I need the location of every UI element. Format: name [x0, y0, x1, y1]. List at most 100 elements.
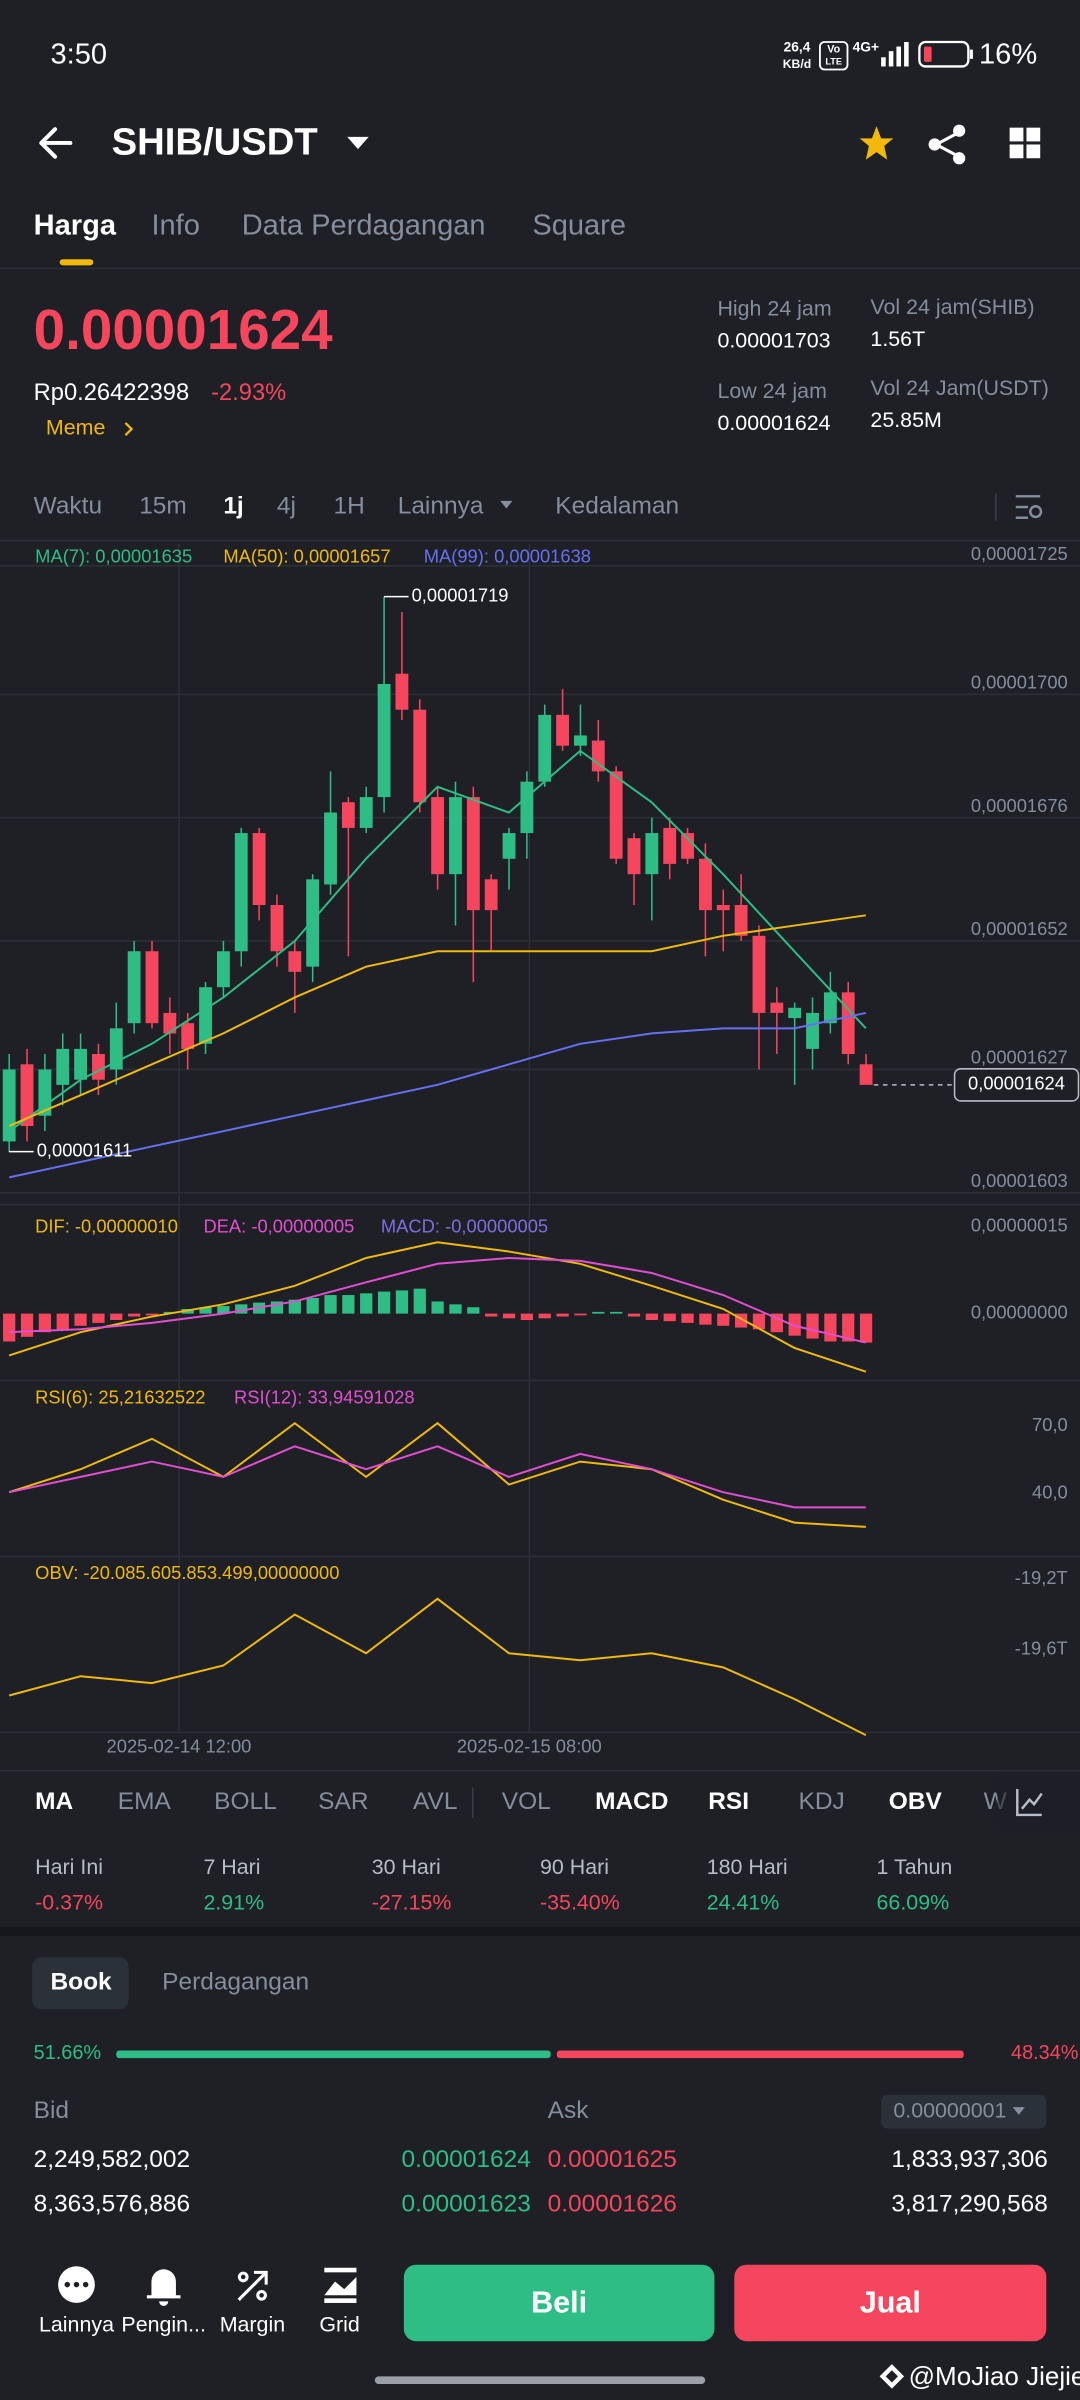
precision-caret — [1012, 2107, 1025, 2115]
nav-icon-alert[interactable] — [146, 2269, 181, 2307]
period-label: 1 Tahun — [877, 1855, 953, 1879]
macd-bar — [788, 1313, 801, 1336]
lte: LTE — [825, 56, 842, 66]
macd-bar — [699, 1313, 712, 1325]
nav-icon-margin[interactable] — [237, 2270, 268, 2301]
macd-bar — [467, 1307, 480, 1314]
last-price-box — [953, 1068, 1080, 1102]
battery-level — [923, 46, 932, 62]
interval[interactable]: 1H — [333, 492, 364, 519]
candle-body — [502, 833, 516, 859]
net-rate: 26,4 — [784, 40, 811, 55]
sell-label[interactable]: Jual — [860, 2286, 921, 2320]
legend-item: RSI(6): 25,21632522 — [35, 1387, 205, 1408]
indicator-tab[interactable]: VOL — [502, 1788, 551, 1815]
book-tab[interactable]: Book — [50, 1969, 112, 1996]
bid-price: 0.00001623 — [402, 2191, 531, 2218]
interval[interactable]: 15m — [139, 492, 187, 519]
tab[interactable]: Data Perdagangan — [242, 210, 486, 242]
indicator-tab[interactable]: MA — [35, 1788, 73, 1815]
buy-label[interactable]: Beli — [531, 2286, 587, 2320]
indicator-tab[interactable]: KDJ — [799, 1788, 845, 1815]
interval-caret — [500, 500, 513, 509]
macd-bar — [38, 1313, 52, 1333]
home-indicator — [374, 2376, 706, 2385]
volte: Vo — [827, 43, 840, 55]
candle-body — [181, 1023, 195, 1049]
watermark-icon — [879, 2364, 905, 2389]
indicator-tab[interactable]: MACD — [595, 1788, 668, 1815]
candle-body — [663, 827, 677, 864]
y-tick-label: -19,6T — [1015, 1638, 1068, 1659]
candle-body — [216, 951, 230, 988]
candle-body — [806, 1012, 819, 1049]
candle-body — [556, 714, 570, 746]
period-change: -27.15% — [372, 1890, 452, 1914]
tag[interactable]: Meme — [46, 416, 105, 440]
chart-settings[interactable] — [1015, 495, 1043, 519]
macd-bar — [770, 1313, 783, 1333]
candle-body — [538, 714, 552, 782]
period-label: 30 Hari — [372, 1855, 441, 1879]
interval[interactable]: Lainnya — [398, 492, 484, 519]
y-tick-label: 0,00001725 — [971, 543, 1068, 564]
indicator-settings[interactable] — [1016, 1788, 1043, 1817]
indicator-line — [8, 914, 866, 1127]
candle-body — [377, 684, 391, 798]
nav-icon-grid[interactable] — [324, 2267, 357, 2303]
stat-value: 1.56T — [870, 327, 925, 351]
tab[interactable]: Info — [151, 210, 199, 242]
indicator-tab[interactable]: OBV — [889, 1788, 943, 1815]
macd-bar — [74, 1313, 87, 1326]
macd-bar — [235, 1304, 248, 1314]
precision[interactable]: 0.00000001 — [893, 2098, 1006, 2122]
indicator-tab[interactable]: SAR — [318, 1788, 368, 1815]
pair-dropdown[interactable] — [347, 136, 369, 150]
buy-button[interactable] — [403, 2264, 715, 2342]
nav-label[interactable]: Grid — [319, 2313, 359, 2337]
chart-area: 2025-02-14 12:00 2025-02-15 08:00 0,000017… — [0, 543, 1080, 1756]
macd-bar — [217, 1306, 230, 1314]
candle-body — [324, 812, 337, 885]
tab[interactable]: Harga — [34, 210, 117, 242]
indicator-tab[interactable]: RSI — [708, 1788, 749, 1815]
indicator-tab[interactable]: BOLL — [214, 1788, 277, 1815]
back-button[interactable] — [39, 127, 73, 159]
indicator-tab[interactable]: EMA — [118, 1788, 172, 1815]
book-tab[interactable]: Perdagangan — [162, 1969, 309, 1996]
period-label: 7 Hari — [203, 1855, 260, 1879]
clock: 3:50 — [50, 38, 107, 70]
last-price-label: 0,00001624 — [968, 1073, 1065, 1094]
tab[interactable]: Square — [532, 210, 626, 242]
candle-body — [770, 1002, 784, 1013]
share-button[interactable] — [928, 124, 966, 165]
interval[interactable]: Waktu — [34, 492, 102, 519]
macd-bar — [859, 1313, 873, 1343]
y-tick-label: 0,00001603 — [971, 1170, 1068, 1191]
nav-label[interactable]: Pengin... — [121, 2313, 206, 2337]
signal-icon — [881, 41, 909, 67]
bid-price: 0.00001624 — [402, 2146, 531, 2173]
annotation-label: 0,00001611 — [37, 1140, 133, 1161]
layout-button[interactable] — [1009, 127, 1041, 159]
volte-box — [819, 41, 849, 71]
candle-body — [752, 935, 766, 1013]
interval[interactable]: Kedalaman — [555, 492, 679, 519]
favorite-star[interactable] — [859, 126, 894, 160]
y-tick-label: 0,00001627 — [971, 1047, 1068, 1068]
nav-icon-more[interactable] — [58, 2266, 95, 2303]
precision-box[interactable] — [881, 2094, 1047, 2129]
pair-title[interactable]: SHIB/USDT — [112, 121, 318, 164]
candle-body — [716, 904, 730, 911]
nav-label[interactable]: Lainnya — [39, 2313, 114, 2337]
sell-button[interactable] — [734, 2264, 1047, 2342]
nav-label[interactable]: Margin — [220, 2313, 285, 2337]
interval[interactable]: 4j — [277, 492, 296, 519]
stat-value: 0.00001703 — [717, 328, 830, 352]
macd-bar — [485, 1313, 498, 1317]
interval[interactable]: 1j — [223, 492, 243, 519]
indicator-tab[interactable]: AVL — [413, 1788, 457, 1815]
